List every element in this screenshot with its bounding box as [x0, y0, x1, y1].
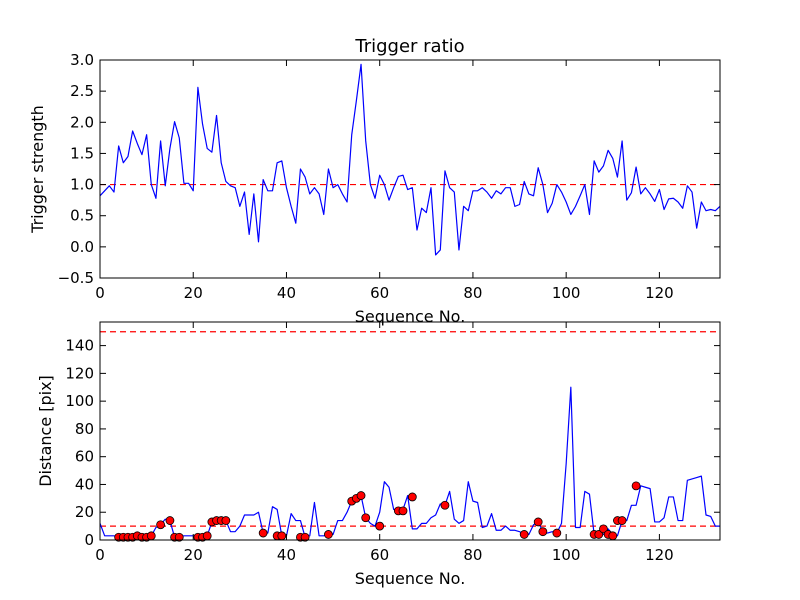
distance-y-ticks: 0 20 40 60 80 100 120 140	[65, 337, 720, 549]
data-point-marker	[146, 531, 156, 541]
y-tick-label: 0	[84, 531, 94, 549]
data-point-marker	[156, 520, 166, 530]
data-point-marker	[407, 492, 417, 502]
y-tick-label: 40	[75, 475, 94, 493]
y-tick-label: 1.5	[70, 144, 94, 162]
data-point-marker	[599, 524, 608, 534]
trigger-axes-frame	[99, 59, 721, 279]
data-point-marker	[300, 532, 310, 542]
y-tick-label: 120	[65, 364, 94, 382]
data-point-marker	[533, 517, 543, 527]
x-tick-label: 60	[370, 284, 389, 302]
x-tick-label: 20	[184, 284, 203, 302]
trigger-x-axis-label: Sequence No.	[355, 307, 466, 326]
y-tick-label: 100	[65, 392, 94, 410]
trigger-chart-title: Trigger ratio	[354, 36, 464, 57]
x-tick-label: 20	[184, 546, 203, 564]
data-point-marker	[538, 527, 548, 537]
trigger-ratio-subplot: 0 20 40 60 80 100 120 −0.5 0.0 0.5 1.0 1.5 2.0 2.5 3.…	[28, 36, 721, 326]
y-tick-label: 3.0	[70, 51, 94, 69]
data-point-marker	[519, 530, 529, 539]
x-tick-label: 0	[95, 546, 105, 564]
data-point-marker	[631, 481, 641, 491]
data-point-marker	[361, 513, 371, 523]
x-tick-label: 0	[95, 284, 105, 302]
y-tick-label: 2.5	[70, 82, 94, 100]
y-tick-label: 20	[75, 503, 94, 521]
trigger-y-ticks: −0.5 0.0 0.5 1.0 1.5 2.0 2.5 3.0	[58, 51, 720, 287]
data-point-marker	[356, 491, 366, 500]
data-point-marker	[324, 530, 333, 539]
y-tick-label: 0.5	[70, 207, 94, 225]
y-tick-label: 0.0	[70, 238, 94, 256]
x-tick-label: 120	[645, 546, 674, 564]
data-point-marker	[594, 530, 604, 539]
data-point-marker	[375, 521, 385, 531]
data-point-marker	[258, 528, 268, 538]
x-tick-label: 100	[552, 284, 581, 302]
y-tick-label: 60	[75, 448, 94, 466]
data-point-marker	[617, 516, 627, 525]
y-tick-label: 1.0	[70, 176, 94, 194]
data-point-marker	[221, 516, 231, 525]
distance-reference-lines	[100, 331, 720, 527]
data-point-marker	[552, 528, 562, 538]
data-point-marker	[165, 516, 175, 525]
distance-x-ticks: 0 20 40 60 80 100 120	[95, 322, 674, 564]
x-tick-label: 120	[645, 284, 674, 302]
x-tick-label: 80	[463, 546, 482, 564]
data-point-marker	[608, 531, 618, 541]
y-tick-label: −0.5	[58, 269, 94, 287]
trigger-y-axis-label: Trigger strength	[28, 105, 47, 234]
distance-y-axis-label: Distance [pix]	[36, 375, 55, 487]
data-point-marker	[398, 506, 408, 516]
x-tick-label: 80	[463, 284, 482, 302]
distance-x-axis-label: Sequence No.	[355, 569, 466, 588]
data-point-marker	[440, 500, 450, 510]
x-tick-label: 40	[277, 284, 296, 302]
trigger-x-ticks: 0 20 40 60 80 100 120	[95, 60, 674, 302]
data-point-marker	[202, 531, 212, 541]
trigger-series	[99, 63, 721, 256]
x-tick-label: 100	[552, 546, 581, 564]
series-line	[99, 63, 721, 256]
y-tick-label: 80	[75, 420, 94, 438]
data-point-marker	[277, 531, 287, 541]
y-tick-label: 2.0	[70, 113, 94, 131]
distance-markers	[114, 481, 641, 542]
y-tick-label: 140	[65, 337, 94, 355]
x-tick-label: 60	[370, 546, 389, 564]
data-point-marker	[174, 532, 184, 542]
distance-axes-frame	[99, 321, 721, 541]
distance-subplot: 0 20 40 60 80 100 120 0 20 40 60 80 100 120 140 Seque…	[36, 321, 721, 588]
x-tick-label: 40	[277, 546, 296, 564]
